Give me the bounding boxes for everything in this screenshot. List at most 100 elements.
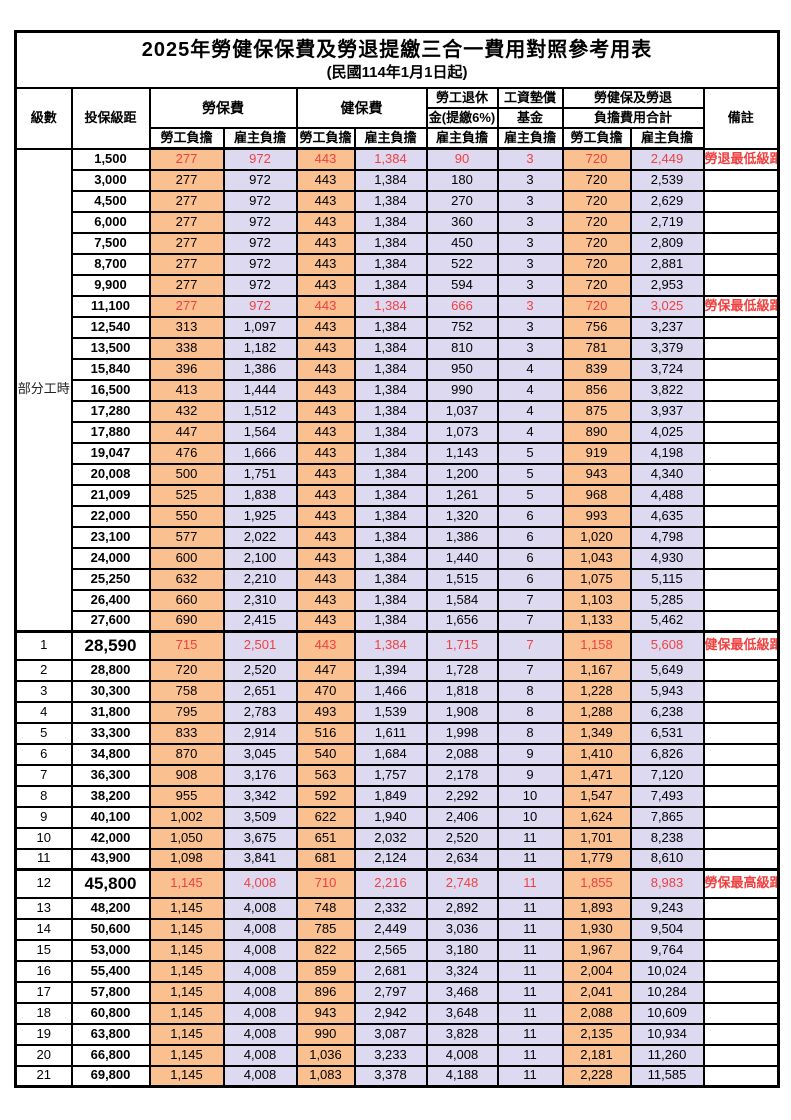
header-bracket: 投保級距 [70,87,151,150]
cell-labor-ins-employee: 277 [148,273,225,297]
cell-labor-ins-employer: 972 [222,252,298,276]
cell-labor-ins-employee: 1,145 [148,980,225,1004]
table-row: 18 60,800 1,145 4,008 943 2,942 3,648 11 2,088 10… [14,1001,780,1025]
cell-remark [702,826,780,850]
cell-labor-ins-employee: 600 [148,546,225,570]
cell-grade: 20 [14,1043,73,1067]
page-subtitle: (民國114年1月1日起) [326,63,468,81]
cell-wage-fund-employer: 3 [496,210,564,234]
subheader-health-employer: 雇主負擔 [353,127,428,150]
cell-health-ins-employee: 443 [295,609,356,633]
cell-health-ins-employee: 443 [295,546,356,570]
cell-labor-ins-employee: 277 [148,252,225,276]
cell-grade: 18 [14,1001,73,1025]
cell-bracket: 30,300 [70,679,151,703]
cell-health-ins-employee: 443 [295,168,356,192]
cell-bracket: 28,800 [70,658,151,682]
cell-labor-ins-employer: 3,509 [222,805,298,829]
table-row: 20,008 500 1,751 443 1,384 1,200 5 943 4,340 [16,462,780,486]
cell-health-ins-employee: 443 [295,525,356,549]
cell-wage-fund-employer: 4 [496,378,564,402]
cell-health-ins-employer: 2,681 [353,959,428,983]
cell-pension-employer: 1,073 [425,420,499,444]
cell-health-ins-employee: 443 [295,315,356,339]
cell-total-employee: 1,288 [561,700,632,724]
cell-health-ins-employee: 443 [295,462,356,486]
table-row: 16,500 413 1,444 443 1,384 990 4 856 3,822 [16,378,780,402]
cell-labor-ins-employee: 338 [148,336,225,360]
cell-health-ins-employee: 443 [295,336,356,360]
cell-pension-employer: 1,908 [425,700,499,724]
cell-health-ins-employer: 1,384 [353,147,428,171]
cell-remark [702,189,780,213]
table-row: 11,100 277 972 443 1,384 666 3 720 3,025 勞保最低級距 [16,294,780,318]
cell-wage-fund-employer: 9 [496,763,564,787]
cell-health-ins-employer: 1,384 [353,546,428,570]
cell-wage-fund-employer: 3 [496,189,564,213]
cell-wage-fund-employer: 10 [496,805,564,829]
cell-pension-employer: 4,008 [425,1043,499,1067]
cell-labor-ins-employee: 690 [148,609,225,633]
cell-health-ins-employee: 990 [295,1022,356,1046]
table-row: 11 43,900 1,098 3,841 681 2,124 2,634 11 1,779 8,… [14,847,780,871]
cell-labor-ins-employer: 4,008 [222,938,298,962]
cell-total-employee: 720 [561,147,632,171]
cell-bracket: 6,000 [70,210,151,234]
cell-labor-ins-employer: 4,008 [222,1064,298,1088]
cell-labor-ins-employer: 2,783 [222,700,298,724]
cell-bracket: 21,009 [70,483,151,507]
cell-health-ins-employee: 622 [295,805,356,829]
cell-remark [702,658,780,682]
table-row: 6,000 277 972 443 1,384 360 3 720 2,719 [16,210,780,234]
cell-total-employer: 3,822 [629,378,705,402]
cell-remark [702,938,780,962]
cell-bracket: 53,000 [70,938,151,962]
table-row: 26,400 660 2,310 443 1,384 1,584 7 1,103 5,285 [16,588,780,612]
cell-labor-ins-employee: 476 [148,441,225,465]
cell-pension-employer: 2,748 [425,868,499,899]
cell-health-ins-employer: 1,384 [353,273,428,297]
cell-bracket: 57,800 [70,980,151,1004]
cell-labor-ins-employer: 972 [222,189,298,213]
cell-pension-employer: 990 [425,378,499,402]
cell-pension-employer: 1,715 [425,630,499,661]
cell-pension-employer: 1,998 [425,721,499,745]
cell-total-employee: 781 [561,336,632,360]
cell-pension-employer: 752 [425,315,499,339]
cell-labor-ins-employer: 1,097 [222,315,298,339]
cell-pension-employer: 1,320 [425,504,499,528]
header-row-3: 勞工負擔 雇主負擔 勞工負擔 雇主負擔 雇主負擔 雇主負擔 勞工負擔 雇主負擔 [16,127,779,150]
cell-total-employee: 720 [561,210,632,234]
cell-bracket: 45,800 [70,868,151,899]
cell-total-employee: 1,855 [561,868,632,899]
cell-pension-employer: 522 [425,252,499,276]
table-row: 9,900 277 972 443 1,384 594 3 720 2,953 [16,273,780,297]
cell-pension-employer: 90 [425,147,499,171]
cell-bracket: 20,008 [70,462,151,486]
cell-remark [702,336,780,360]
cell-grade: 15 [14,938,73,962]
cell-total-employer: 2,809 [629,231,705,255]
cell-health-ins-employer: 1,384 [353,399,428,423]
subheader-labor-employer: 雇主負擔 [222,127,298,150]
cell-total-employer: 3,724 [629,357,705,381]
cell-labor-ins-employee: 1,002 [148,805,225,829]
cell-grade: 14 [14,917,73,941]
cell-labor-ins-employer: 1,751 [222,462,298,486]
cell-wage-fund-employer: 8 [496,679,564,703]
cell-bracket: 1,500 [70,147,151,171]
cell-total-employee: 1,930 [561,917,632,941]
cell-labor-ins-employer: 2,914 [222,721,298,745]
cell-grade: 19 [14,1022,73,1046]
cell-health-ins-employee: 540 [295,742,356,766]
cell-total-employer: 9,504 [629,917,705,941]
cell-wage-fund-employer: 7 [496,609,564,633]
table-row: 17 57,800 1,145 4,008 896 2,797 3,468 11 2,041 10… [14,980,780,1004]
cell-health-ins-employer: 1,384 [353,588,428,612]
cell-labor-ins-employer: 1,444 [222,378,298,402]
cell-total-employer: 11,260 [629,1043,705,1067]
cell-wage-fund-employer: 7 [496,658,564,682]
cell-health-ins-employee: 443 [295,252,356,276]
cell-bracket: 63,800 [70,1022,151,1046]
cell-total-employee: 839 [561,357,632,381]
